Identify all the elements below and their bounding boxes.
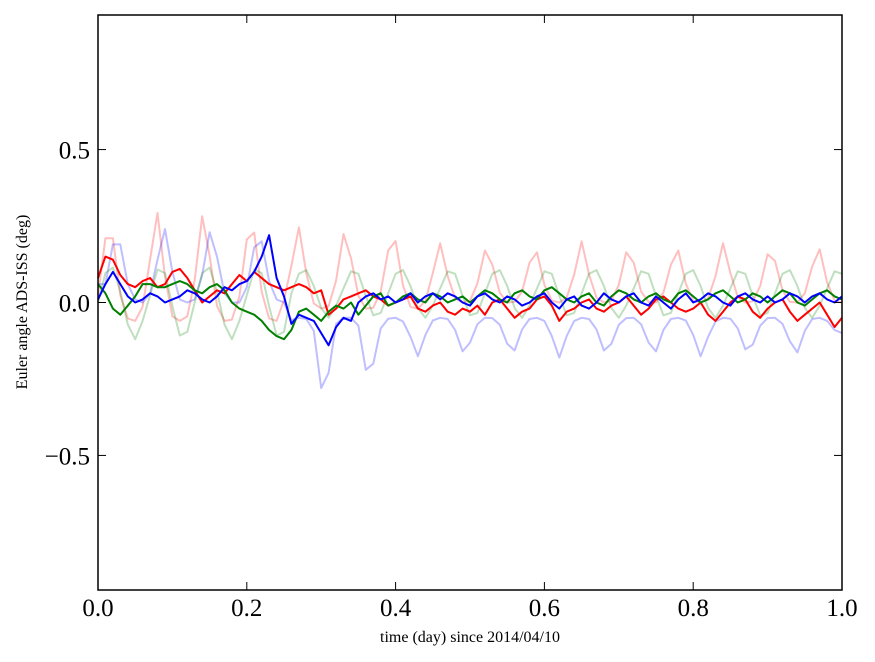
tick-layer: 0.0 0.2 0.4 0.6 0.8 1.0 −0.5 0.0 0.5 bbox=[45, 15, 858, 622]
x-tick-label: 0.2 bbox=[231, 595, 262, 622]
x-tick-label: 0.4 bbox=[380, 595, 412, 622]
series-line-2 bbox=[97, 266, 843, 341]
x-tick-label: 0.8 bbox=[678, 595, 709, 622]
y-tick-label: 0.0 bbox=[59, 291, 90, 318]
series-line-0 bbox=[97, 211, 843, 322]
y-tick-label: 0.5 bbox=[59, 138, 90, 165]
series-line-3 bbox=[97, 255, 843, 328]
series-layer bbox=[97, 211, 843, 390]
series-line-4 bbox=[97, 280, 843, 341]
x-tick-label: 0.6 bbox=[529, 595, 560, 622]
y-axis-label: Euler angle ADS-ISS (deg) bbox=[14, 215, 31, 390]
y-tick-label: −0.5 bbox=[45, 443, 90, 470]
x-tick-label: 1.0 bbox=[826, 595, 857, 622]
x-axis-label: time (day) since 2014/04/10 bbox=[380, 629, 560, 646]
x-tick-label: 0.0 bbox=[82, 595, 113, 622]
series-line-5 bbox=[97, 234, 843, 347]
series-line-1 bbox=[98, 228, 843, 390]
